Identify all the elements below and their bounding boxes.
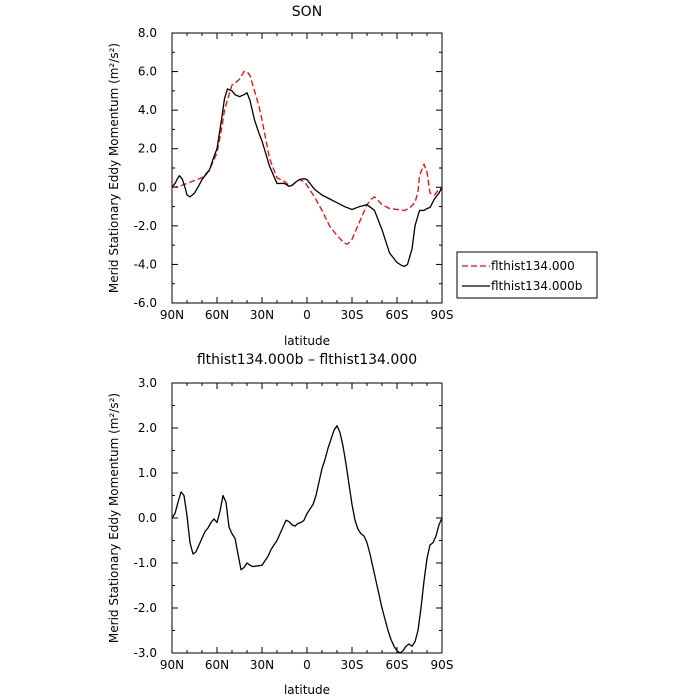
chart-top-x-tick-label: 60S [386,308,409,322]
chart-top-y-tick-label: 2.0 [138,142,157,156]
chart-bottom-x-tick-label: 60N [205,658,229,672]
chart-bottom-y-tick-label: 0.0 [138,511,157,525]
chart-top-x-tick-label: 90S [431,308,454,322]
chart-top-x-tick-label: 30N [250,308,274,322]
chart-bottom-x-tick-label: 90S [431,658,454,672]
chart-bottom-series [171,425,443,654]
legend: flthist134.000 flthist134.000b [456,251,598,299]
chart-top-ylabel: Merid Stationary Eddy Momentum (m²/s²) [107,43,121,293]
chart-bottom-y-tick-label: -2.0 [134,601,157,615]
chart-top-y-tick-label: 6.0 [138,65,157,79]
chart-bottom-frame [171,382,443,654]
chart-top: SON 90N 60N 30N 0 30S 60S 90S -6.0 -4.0 -2.0 0.0 2.… [107,4,453,348]
chart-bottom-x-tick-label: 30N [250,658,274,672]
chart-top-y-tick-label: -2.0 [134,219,157,233]
chart-bottom-series-line-1 [171,425,443,654]
chart-top-series [171,70,443,268]
chart-bottom-ticks: 90N 60N 30N 0 30S 60S 90S -3.0 -2.0 -1.0 0.0 1.0 2.0… [134,376,454,672]
legend-box [456,251,598,299]
legend-label-series-2: flthist134.000b [491,279,582,293]
chart-top-y-tick-label: -4.0 [134,257,157,271]
chart-top-x-tick-label: 30S [341,308,364,322]
chart-bottom-ylabel: Merid Stationary Eddy Momentum (m²/s²) [107,393,121,643]
chart-bottom-y-tick-label: -1.0 [134,556,157,570]
chart-top-title: SON [292,4,322,20]
chart-top-y-tick-label: 0.0 [138,180,157,194]
chart-top-x-tick-label: 60N [205,308,229,322]
chart-bottom-x-tick-label: 90N [160,658,184,672]
chart-top-frame [171,32,443,304]
chart-bottom-x-tick-label: 60S [386,658,409,672]
chart-bottom-y-tick-label: 2.0 [138,421,157,435]
chart-top-ticks: 90N 60N 30N 0 30S 60S 90S -6.0 -4.0 -2.0 0.0 2.0 4.0… [134,26,454,322]
chart-bottom-x-tick-label: 30S [341,658,364,672]
chart-top-y-tick-label: 8.0 [138,26,157,40]
chart-top-y-tick-label: 4.0 [138,103,157,117]
chart-top-x-tick-label: 0 [303,308,311,322]
chart-bottom-ylabel-unit: (m²/s²) [107,393,121,434]
chart-top-y-tick-label: -6.0 [134,296,157,310]
chart-bottom-xlabel: latitude [284,683,330,697]
chart-bottom: flthist134.000b – flthist134.000 90N 60N 3… [107,352,453,697]
chart-bottom-ylabel-text: Merid Stationary Eddy Momentum [107,438,121,643]
chart-top-series-line-2 [171,88,443,268]
chart-bottom-title: flthist134.000b – flthist134.000 [197,352,417,368]
chart-bottom-y-tick-label: 1.0 [138,466,157,480]
chart-top-ylabel-text: Merid Stationary Eddy Momentum [107,88,121,293]
chart-top-ylabel-unit: (m²/s²) [107,43,121,84]
chart-top-series-line-1 [171,70,443,245]
chart-top-x-tick-label: 90N [160,308,184,322]
chart-bottom-y-tick-label: -3.0 [134,646,157,660]
chart-bottom-y-tick-label: 3.0 [138,376,157,390]
chart-top-xlabel: latitude [284,334,330,348]
legend-label-series-1: flthist134.000 [491,259,575,273]
chart-bottom-x-tick-label: 0 [303,658,311,672]
